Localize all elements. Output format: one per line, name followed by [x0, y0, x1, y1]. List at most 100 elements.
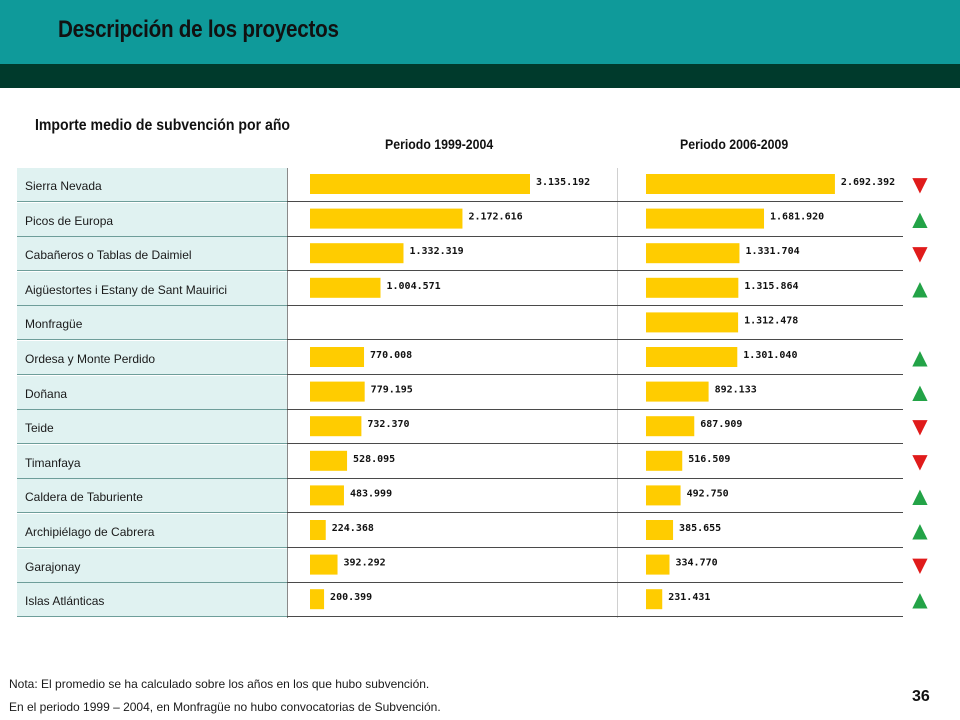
period-divider — [617, 168, 618, 618]
bar-value-label: 2.172.616 — [468, 212, 522, 223]
park-name-cell: Picos de Europa — [17, 202, 287, 237]
bar-value-label: 1.681.920 — [770, 212, 824, 223]
bar-series-1 — [310, 277, 381, 298]
bar-value-label: 224.368 — [332, 523, 374, 534]
bar-value-label: 1.331.704 — [745, 246, 799, 257]
header-strip — [0, 64, 960, 88]
bar-series-2 — [646, 416, 695, 437]
bar-series-2 — [646, 277, 739, 298]
table-row: Archipiélago de Cabrera — [17, 514, 903, 548]
bar-value-label: 732.370 — [367, 419, 409, 430]
table-row: Caldera de Taburiente — [17, 479, 903, 514]
subsidy-table: Sierra Nevada Picos de Europa Cabañeros o … — [17, 168, 903, 618]
bar-series-2 — [646, 243, 740, 264]
trend-down-icon: ▼ — [912, 241, 928, 265]
bar-value-label: 779.195 — [371, 385, 413, 396]
table-row: Timanfaya — [17, 444, 903, 479]
row-divider — [287, 616, 903, 618]
table-row: Garajonay — [17, 548, 903, 583]
bar-value-label: 231.431 — [668, 592, 710, 603]
row-divider — [287, 201, 903, 202]
bar-value-label: 392.292 — [344, 558, 386, 569]
trend-up-icon: ▲ — [912, 587, 928, 611]
park-name-cell: Doñana — [17, 375, 287, 410]
park-name: Timanfaya — [25, 455, 81, 470]
trend-up-icon: ▲ — [912, 207, 928, 231]
table-row: Ordesa y Monte Perdido — [17, 341, 903, 375]
bar-series-1 — [310, 554, 338, 575]
bar-value-label: 385.655 — [679, 523, 721, 534]
bar-value-label: 1.312.478 — [744, 315, 798, 326]
footnote-average: Nota: El promedio se ha calculado sobre … — [9, 677, 430, 691]
bar-series-2 — [646, 347, 738, 367]
park-name-cell: Sierra Nevada — [17, 168, 287, 202]
bar-value-label: 1.301.040 — [743, 350, 797, 361]
table-row: Islas Atlánticas — [17, 583, 903, 618]
bar-series-2 — [646, 485, 681, 506]
trend-up-icon: ▲ — [912, 345, 928, 369]
trend-down-icon: ▼ — [912, 414, 928, 438]
trend-down-icon: ▼ — [912, 553, 928, 577]
row-divider — [287, 443, 903, 445]
park-name-cell: Cabañeros o Tablas de Daimiel — [17, 237, 287, 272]
bar-value-label: 200.399 — [330, 592, 372, 603]
bar-value-label: 1.004.571 — [386, 281, 440, 292]
bar-series-2 — [646, 554, 670, 575]
bar-value-label: 892.133 — [715, 385, 757, 396]
park-name-cell: Ordesa y Monte Perdido — [17, 341, 287, 375]
park-name-cell: Timanfaya — [17, 444, 287, 479]
bar-series-1 — [310, 381, 365, 402]
bar-series-1 — [310, 589, 325, 610]
bar-series-1 — [310, 208, 463, 229]
bar-value-label: 483.999 — [350, 488, 392, 499]
park-name-cell: Caldera de Taburiente — [17, 479, 287, 514]
page-number: 36 — [912, 688, 930, 705]
row-divider — [287, 270, 903, 272]
bar-series-2 — [646, 450, 683, 471]
period-2-header: Periodo 2006-2009 — [680, 136, 789, 152]
bar-value-label: 1.332.319 — [409, 246, 463, 257]
row-divider — [287, 547, 903, 548]
park-name: Archipiélago de Cabrera — [25, 525, 155, 539]
bar-series-2 — [646, 174, 835, 194]
footnote-monfrague: En el periodo 1999 – 2004, en Monfragüe … — [9, 700, 441, 714]
row-divider — [287, 339, 903, 341]
trend-up-icon: ▲ — [912, 483, 928, 507]
bar-value-label: 528.095 — [353, 454, 395, 465]
park-name: Picos de Europa — [25, 213, 114, 228]
table-row: Aigüestortes i Estany de Sant Mauirici — [17, 271, 903, 306]
park-name: Teide — [25, 421, 54, 436]
park-name: Cabañeros o Tablas de Daimiel — [25, 248, 192, 263]
page-title: Descripción de los proyectos — [58, 16, 339, 43]
bar-series-1 — [310, 450, 348, 471]
park-name: Islas Atlánticas — [25, 594, 105, 609]
park-name: Sierra Nevada — [25, 179, 102, 193]
park-name: Caldera de Taburiente — [25, 490, 143, 505]
bar-value-label: 492.750 — [687, 488, 729, 499]
row-divider — [287, 408, 903, 410]
trend-up-icon: ▲ — [912, 276, 928, 300]
row-divider — [287, 581, 903, 583]
bar-series-2 — [646, 381, 709, 402]
park-name-cell: Monfragüe — [17, 306, 287, 341]
table-row: Cabañeros o Tablas de Daimiel — [17, 237, 903, 272]
bar-value-label: 770.008 — [370, 350, 412, 361]
park-name: Garajonay — [25, 559, 81, 574]
column-divider — [287, 168, 288, 618]
trend-down-icon: ▼ — [912, 172, 928, 196]
trend-up-icon: ▲ — [912, 518, 928, 542]
bar-value-label: 2.692.392 — [841, 177, 895, 188]
bar-value-label: 334.770 — [675, 558, 717, 569]
bar-series-1 — [310, 485, 344, 506]
table-row: Doñana — [17, 375, 903, 410]
period-1-header: Periodo 1999-2004 — [385, 136, 494, 152]
row-divider — [287, 374, 903, 375]
chart-subtitle: Importe medio de subvención por año — [35, 117, 291, 134]
bar-value-label: 516.509 — [688, 454, 730, 465]
park-name-cell: Aigüestortes i Estany de Sant Mauirici — [17, 271, 287, 306]
park-name-cell: Islas Atlánticas — [17, 583, 287, 618]
bar-series-2 — [646, 312, 739, 333]
bar-series-2 — [646, 589, 663, 610]
row-divider — [287, 235, 903, 237]
